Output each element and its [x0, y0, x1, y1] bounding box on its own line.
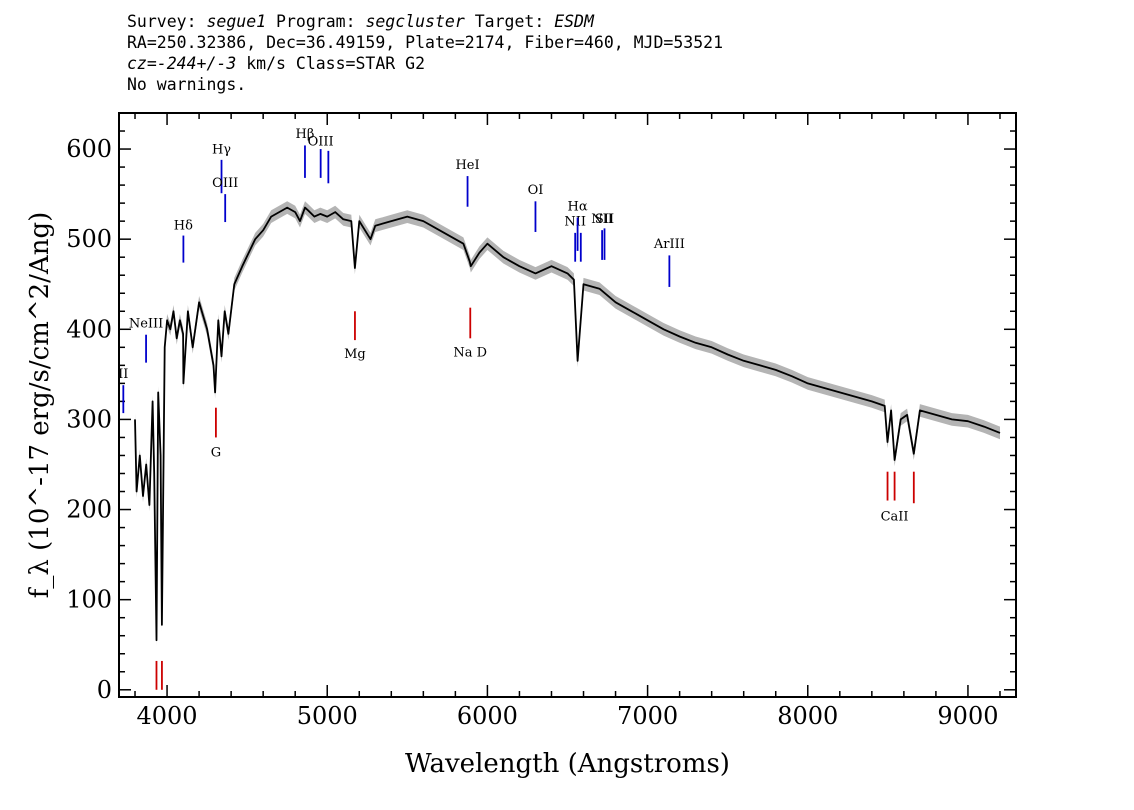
emission-line-label: OIII: [212, 176, 238, 191]
absorption-line-label: Na D: [453, 345, 487, 360]
y-axis-title: f_λ (10^-17 erg/s/cm^2/Ang): [25, 212, 55, 598]
x-tick-label: 9000: [937, 702, 998, 730]
warnings-line: No warnings.: [127, 75, 247, 94]
emission-line-label: Hγ: [212, 143, 231, 158]
class-text: km/s Class=STAR G2: [236, 54, 426, 73]
program-label: Program:: [266, 12, 366, 31]
y-tick-label: 500: [66, 225, 112, 253]
x-tick-label: 4000: [137, 702, 198, 730]
absorption-line-label: CaII: [881, 509, 909, 524]
x-tick-label: 5000: [297, 702, 358, 730]
y-tick-label: 200: [66, 496, 112, 524]
emission-line-label: II: [118, 367, 128, 382]
redshift-value: cz=-244+/-3: [127, 54, 237, 73]
y-tick-label: 600: [66, 135, 112, 163]
emission-line-label: OI: [528, 183, 544, 198]
y-tick-label: 100: [66, 586, 112, 614]
x-tick-label: 8000: [777, 702, 838, 730]
emission-line-label: HeI: [455, 158, 479, 173]
absorption-line-label: Mg: [344, 347, 366, 362]
axis-ticks: 4000 5000 6000 7000 8000 9000 0 100 200 300 400 500…: [66, 113, 1016, 730]
program-value: segcluster: [365, 12, 465, 31]
error-band: [135, 201, 1000, 647]
error-band-area: [135, 201, 1000, 647]
x-tick-label: 7000: [617, 702, 678, 730]
spectral-line-markers: HβOIIIHγOIIIHδNeIIIIIHeIOINIIHαNIISIIArI…: [118, 127, 915, 690]
target-value: ESDM: [554, 12, 594, 31]
x-tick-label: 6000: [457, 702, 518, 730]
emission-line-label: OIII: [308, 134, 334, 149]
emission-line-label: Hδ: [174, 218, 193, 233]
survey-label: Survey:: [127, 12, 207, 31]
x-axis-title: Wavelength (Angstroms): [405, 749, 730, 779]
spectrum-line: [134, 206, 1001, 642]
spectrum-header: Survey: segue1 Program: segcluster Targe…: [127, 11, 723, 95]
emission-line-label: NII: [564, 215, 586, 230]
absorption-line-label: G: [211, 445, 221, 460]
y-tick-label: 0: [97, 676, 112, 704]
emission-line-label: SII: [595, 212, 614, 227]
emission-line-label: NeIII: [129, 316, 163, 331]
coordinates-line: RA=250.32386, Dec=36.49159, Plate=2174, …: [127, 33, 724, 52]
emission-line-label: Hβ: [296, 127, 315, 142]
spectrum-series: [134, 206, 1001, 642]
emission-line-label: Hα: [568, 199, 588, 214]
survey-value: segue1: [206, 12, 267, 31]
plot-frame: [118, 112, 1017, 698]
target-label: Target:: [464, 12, 555, 31]
y-tick-label: 400: [66, 315, 112, 343]
y-tick-label: 300: [66, 405, 112, 433]
emission-line-label: ArIII: [653, 237, 685, 252]
emission-line-label: NII: [591, 212, 613, 227]
